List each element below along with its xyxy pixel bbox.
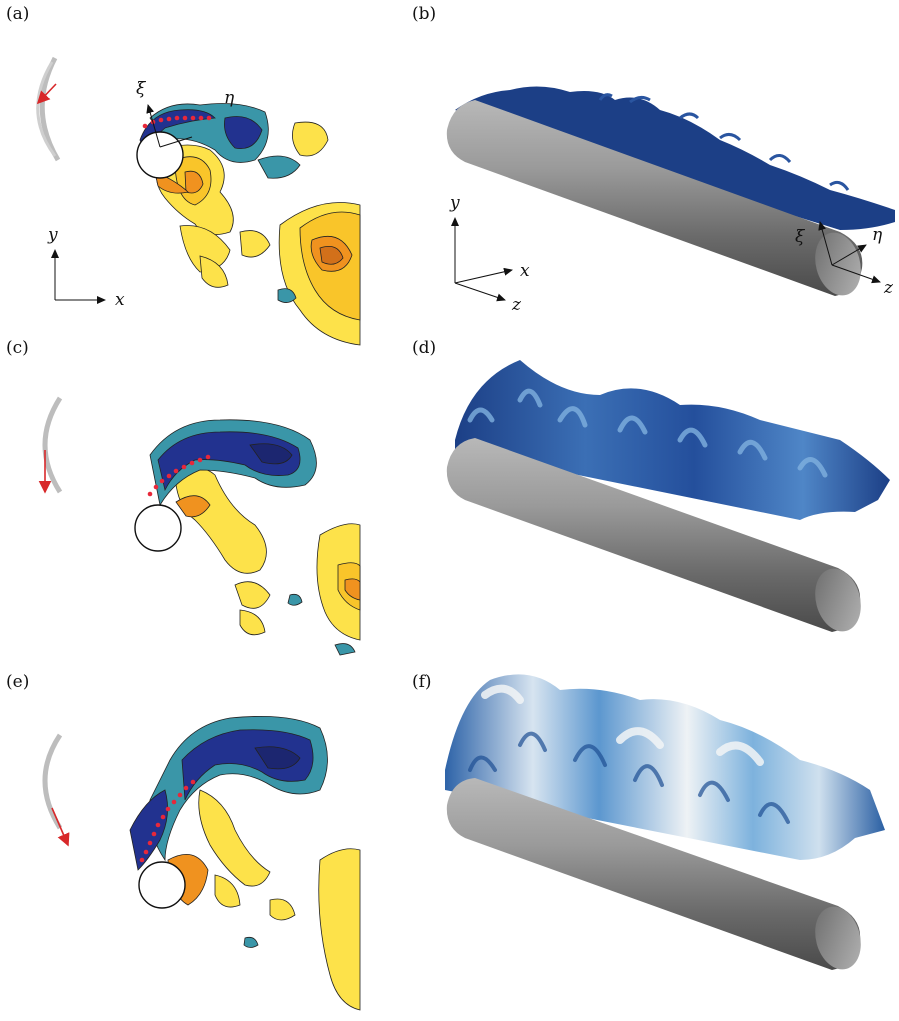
panel-b-cylinder	[446, 100, 863, 296]
panel-label-b: (b)	[412, 4, 437, 24]
panel-c-vorticity-contours	[149, 419, 361, 656]
panel-label-e: (e)	[6, 672, 30, 692]
panel-label-a: (a)	[6, 4, 30, 24]
panel-b-z-label: z	[511, 295, 522, 315]
panel-d-cylinder	[446, 438, 861, 632]
panel-c-sampling-points	[147, 454, 211, 497]
panel-b-y-label: y	[449, 193, 460, 213]
panel-a-global-axes: y x	[47, 225, 125, 310]
panel-b-global-axes: y x z	[449, 193, 530, 315]
panel-f-isosurface	[445, 674, 885, 860]
panel-e-velocity-arrow	[51, 807, 70, 847]
panel-a-velocity-arrow	[36, 83, 57, 105]
panel-a-vorticity-contours	[139, 103, 361, 346]
panel-a-local-axes: ξ η	[136, 79, 235, 148]
panel-label-f: (f)	[412, 672, 432, 692]
panel-a-cylinder	[136, 131, 184, 179]
panel-a-eta-label: η	[224, 88, 235, 108]
panel-a-xi-label: ξ	[136, 79, 147, 99]
panel-a-x-label: x	[115, 290, 125, 310]
panel-label-d: (d)	[412, 338, 437, 358]
panel-d-isosurface	[455, 360, 890, 520]
panel-b-isosurface	[455, 86, 895, 230]
panel-b-eta-label: η	[872, 225, 883, 245]
panel-b-z-local-label: z	[883, 278, 894, 298]
panel-a-y-label: y	[47, 225, 58, 245]
panel-c-trajectory	[38, 396, 63, 494]
panel-c-cylinder	[134, 504, 182, 552]
panel-e-sampling-points	[139, 779, 196, 863]
panel-e-cylinder	[138, 861, 186, 909]
panel-f-cylinder	[446, 778, 861, 970]
panel-b-local-axes: ξ η z	[795, 221, 894, 298]
panel-a-trajectory	[36, 56, 61, 162]
panel-e-vorticity-contours	[129, 715, 361, 1011]
panel-a-sampling-points	[142, 115, 212, 129]
panel-b-xi-label: ξ	[795, 227, 806, 247]
panel-e-trajectory	[42, 733, 70, 847]
panel-b-x-label: x	[520, 261, 530, 281]
panel-label-c: (c)	[6, 338, 29, 358]
